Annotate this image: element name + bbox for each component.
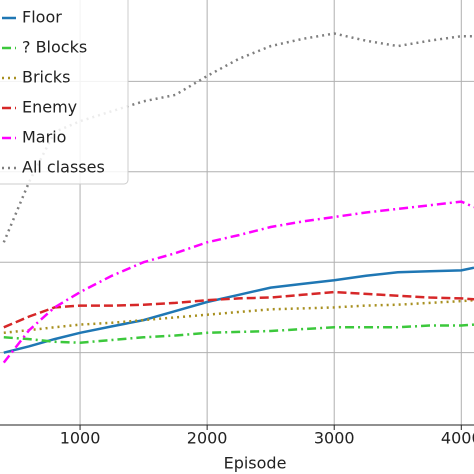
legend: Floor ? Blocks Bricks Enemy Mario All classes <box>0 0 129 185</box>
legend-label: Bricks <box>22 68 70 87</box>
series-line <box>2 200 474 364</box>
legend-label: Enemy <box>22 98 77 117</box>
legend-label: Floor <box>22 8 62 27</box>
x-tick-label: 2000 <box>187 429 228 448</box>
series-line <box>3 290 474 329</box>
legend-label: All classes <box>22 158 105 177</box>
series-line <box>3 266 474 354</box>
legend-label: ? Blocks <box>22 38 87 57</box>
series-line <box>3 323 474 344</box>
x-tick-label: 3000 <box>314 429 355 448</box>
legend-box <box>0 0 129 185</box>
x-axis-label: Episode <box>224 454 287 473</box>
legend-label: Mario <box>22 128 66 147</box>
x-tick-label: 1000 <box>60 429 101 448</box>
x-tick-label: 4000 <box>441 429 474 448</box>
